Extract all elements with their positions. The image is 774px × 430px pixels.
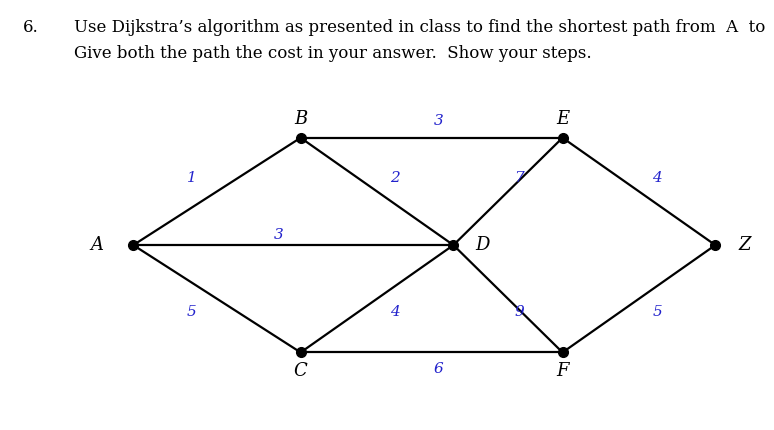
Text: B: B — [294, 111, 307, 128]
Text: Give both the path the cost in your answer.  Show your steps.: Give both the path the cost in your answ… — [74, 45, 591, 62]
Text: 6.: 6. — [23, 19, 39, 37]
Text: 3: 3 — [274, 228, 283, 242]
Text: A: A — [91, 236, 104, 254]
Text: E: E — [556, 111, 569, 128]
Text: 5: 5 — [652, 305, 662, 319]
Text: 9: 9 — [514, 305, 524, 319]
Text: 4: 4 — [390, 305, 400, 319]
Text: 1: 1 — [187, 171, 197, 185]
Text: 5: 5 — [187, 305, 197, 319]
Text: F: F — [557, 362, 569, 380]
Text: 4: 4 — [652, 171, 662, 185]
Text: C: C — [294, 362, 307, 380]
Text: 2: 2 — [390, 171, 400, 185]
Text: D: D — [475, 236, 490, 254]
Text: Z: Z — [738, 236, 751, 254]
Text: 3: 3 — [434, 114, 444, 128]
Text: 7: 7 — [514, 171, 524, 185]
Text: Use Dijkstra’s algorithm as presented in class to find the shortest path from  A: Use Dijkstra’s algorithm as presented in… — [74, 19, 774, 37]
Text: 6: 6 — [434, 362, 444, 376]
